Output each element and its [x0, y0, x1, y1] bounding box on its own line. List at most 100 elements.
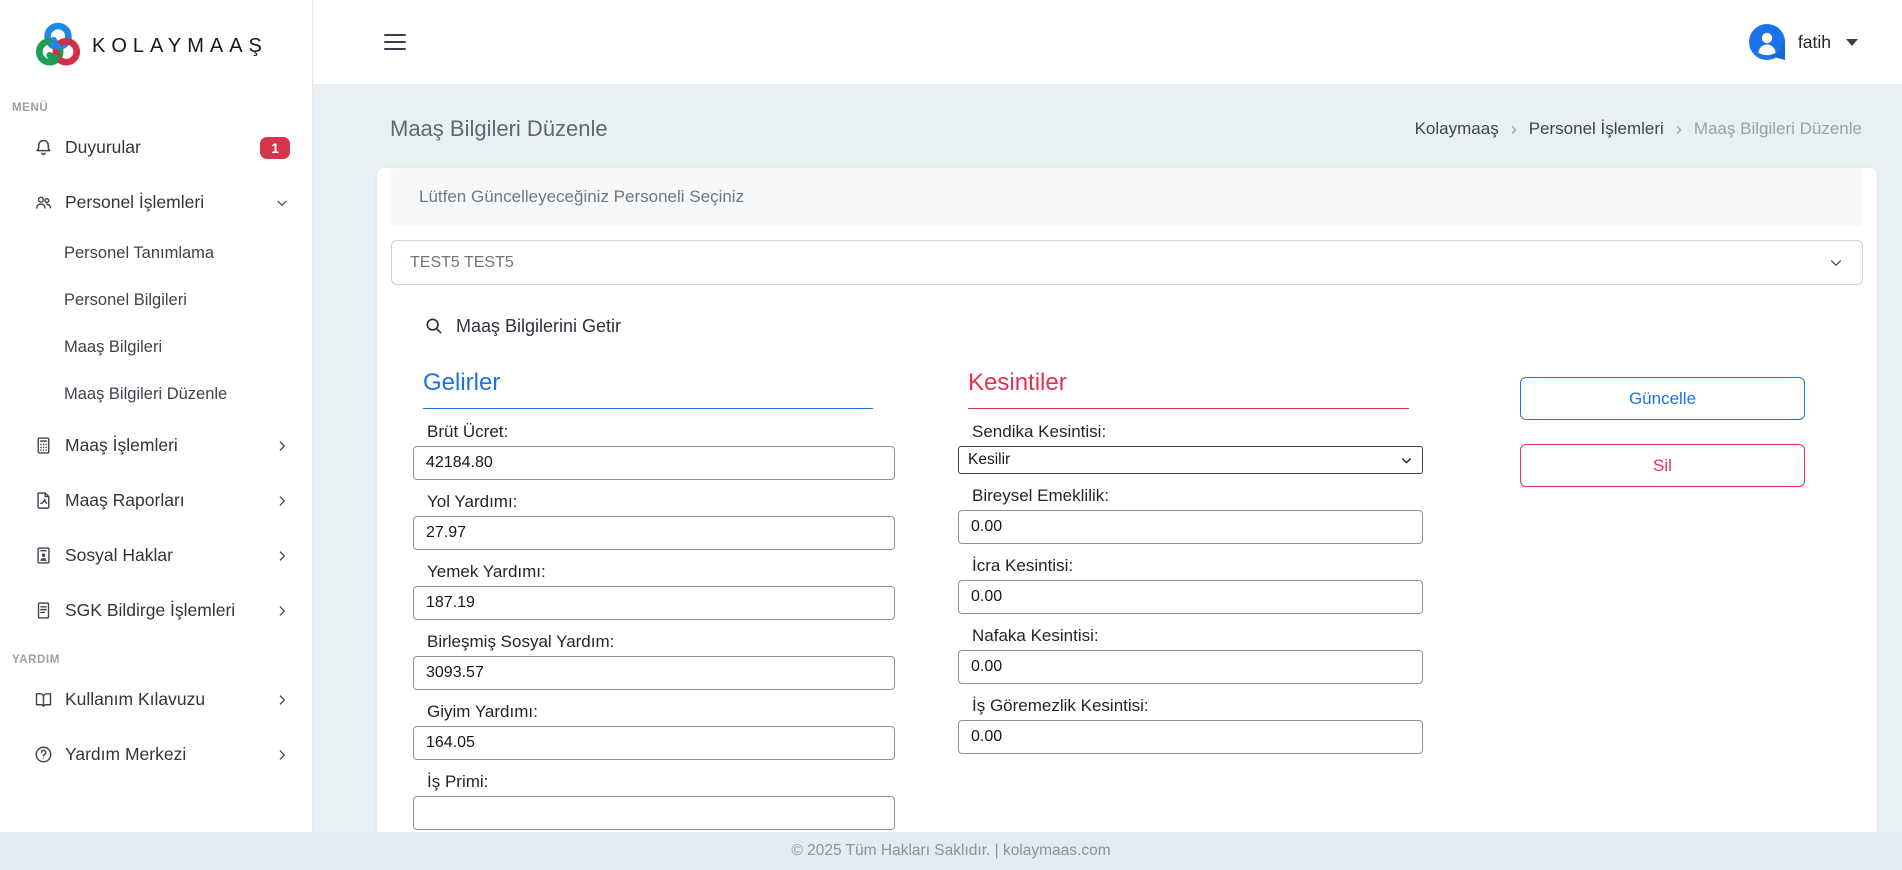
field-bireysel-emeklilik: Bireysel Emeklilik: [958, 486, 1423, 544]
sendika-kesintisi-value: Kesilir [968, 451, 1011, 468]
search-icon [423, 315, 445, 337]
breadcrumb: Kolaymaaş › Personel İşlemleri › Maaş Bi… [1415, 119, 1862, 140]
breadcrumb-current: Maaş Bilgileri Düzenle [1693, 119, 1862, 138]
chevron-right-icon [274, 747, 290, 763]
page-title: Maaş Bilgileri Düzenle [390, 116, 608, 141]
fetch-salary-link[interactable]: Maaş Bilgilerini Getir [423, 315, 621, 337]
chevron-right-icon [274, 438, 290, 454]
field-label: Giyim Yardımı: [427, 702, 538, 721]
field-birlesmis-sosyal-yardim: Birleşmiş Sosyal Yardım: [413, 632, 895, 690]
yol-yardimi-input[interactable] [413, 516, 895, 550]
field-sendika-kesintisi: Sendika Kesintisi: Kesilir [958, 422, 1423, 474]
field-label: İş Göremezlik Kesintisi: [972, 696, 1149, 715]
chevron-down-icon [1400, 454, 1413, 467]
sidebar-item-sosyal-haklar[interactable]: Sosyal Haklar [0, 528, 312, 583]
footer: © 2025 Tüm Hakları Saklıdır. | kolaymaas… [0, 832, 1902, 870]
field-label: Birleşmiş Sosyal Yardım: [427, 632, 615, 651]
field-nafaka-kesintisi: Nafaka Kesintisi: [958, 626, 1423, 684]
hamburger-menu-icon[interactable] [384, 33, 406, 51]
field-giyim-yardimi: Giyim Yardımı: [413, 702, 895, 760]
caret-down-icon [1846, 38, 1858, 46]
person-badge-icon [33, 545, 54, 566]
sidebar-item-sgk-bildirge[interactable]: SGK Bildirge İşlemleri [0, 583, 312, 638]
kolaymaas-knot-icon [30, 18, 86, 74]
field-label: Yol Yardımı: [427, 492, 518, 511]
sidebar-item-label: SGK Bildirge İşlemleri [65, 600, 236, 620]
nafaka-kesintisi-input[interactable] [958, 650, 1423, 684]
brand-logo[interactable]: KOLAYMAAŞ [0, 0, 312, 74]
sidebar-item-kullanim-kilavuzu[interactable]: Kullanım Kılavuzu [0, 672, 312, 727]
sidebar-subitem-personel-bilgileri[interactable]: Personel Bilgileri [64, 291, 187, 309]
bell-icon [33, 137, 54, 158]
card-header-text: Lütfen Güncelleyeceğiniz Personeli Seçin… [391, 168, 1863, 226]
field-label: Bireysel Emeklilik: [972, 486, 1109, 505]
giyim-yardimi-input[interactable] [413, 726, 895, 760]
pdf-file-icon [33, 490, 54, 511]
incomes-title: Gelirler [423, 369, 873, 409]
breadcrumb-separator-icon: › [1675, 118, 1682, 139]
sidebar: KOLAYMAAŞ MENÜ Duyurular 1 Personel İşle… [0, 0, 313, 870]
document-lines-icon [33, 600, 54, 621]
yemek-yardimi-input[interactable] [413, 586, 895, 620]
breadcrumb-personel-islemleri[interactable]: Personel İşlemleri [1528, 119, 1664, 138]
chevron-right-icon [274, 493, 290, 509]
edit-salary-card: Lütfen Güncelleyeceğiniz Personeli Seçin… [377, 168, 1877, 868]
sidebar-subitem-maas-bilgileri-duzenle[interactable]: Maaş Bilgileri Düzenle [64, 385, 228, 403]
sidebar-item-duyurular[interactable]: Duyurular 1 [0, 120, 312, 175]
chevron-right-icon [274, 603, 290, 619]
chevron-right-icon [274, 548, 290, 564]
user-menu[interactable]: fatih [1748, 24, 1858, 60]
personnel-select[interactable]: TEST5 TEST5 [391, 240, 1863, 285]
update-button[interactable]: Güncelle [1520, 377, 1805, 420]
sidebar-section-help: YARDIM [12, 654, 60, 666]
sidebar-item-label: Maaş İşlemleri [65, 435, 178, 455]
sidebar-item-label: Kullanım Kılavuzu [65, 689, 206, 709]
field-yemek-yardimi: Yemek Yardımı: [413, 562, 895, 620]
field-brut-ucret: Brüt Ücret: [413, 422, 895, 480]
sidebar-item-label: Sosyal Haklar [65, 545, 173, 565]
calculator-icon [33, 435, 54, 456]
sidebar-item-maas-raporlari[interactable]: Maaş Raporları [0, 473, 312, 528]
field-icra-kesintisi: İcra Kesintisi: [958, 556, 1423, 614]
icra-kesintisi-input[interactable] [958, 580, 1423, 614]
breadcrumb-home[interactable]: Kolaymaaş [1414, 119, 1499, 138]
sidebar-section-menu: MENÜ [12, 102, 49, 114]
topbar: fatih [313, 0, 1902, 84]
birlesmis-sosyal-yardim-input[interactable] [413, 656, 895, 690]
brut-ucret-input[interactable] [413, 446, 895, 480]
actions-column: Güncelle Sil [1520, 369, 1805, 842]
footer-text: © 2025 Tüm Hakları Saklıdır. | kolaymaas… [791, 842, 1111, 859]
is-goremezlik-kesintisi-input[interactable] [958, 720, 1423, 754]
avatar [1748, 24, 1785, 60]
delete-button[interactable]: Sil [1520, 444, 1805, 487]
field-label: İş Primi: [427, 772, 489, 791]
bireysel-emeklilik-input[interactable] [958, 510, 1423, 544]
sidebar-item-label: Duyurular [65, 137, 141, 157]
sidebar-item-label: Maaş Raporları [65, 490, 185, 510]
question-circle-icon [33, 744, 54, 765]
personnel-select-value: TEST5 TEST5 [410, 253, 514, 271]
chevron-down-icon [1828, 255, 1844, 271]
user-name: fatih [1797, 31, 1831, 52]
sendika-kesintisi-select[interactable]: Kesilir [958, 446, 1423, 474]
sidebar-item-label: Personel İşlemleri [65, 192, 205, 212]
field-is-primi: İş Primi: [413, 772, 895, 830]
book-open-icon [33, 689, 54, 710]
sidebar-item-yardim-merkezi[interactable]: Yardım Merkezi [0, 727, 312, 782]
sidebar-item-personel-islemleri[interactable]: Personel İşlemleri [0, 175, 312, 230]
main-content: Maaş Bilgileri Düzenle Kolaymaaş › Perso… [313, 84, 1902, 870]
is-primi-input[interactable] [413, 796, 895, 830]
breadcrumb-separator-icon: › [1510, 118, 1517, 139]
field-label: Nafaka Kesintisi: [972, 626, 1099, 645]
sidebar-item-maas-islemleri[interactable]: Maaş İşlemleri [0, 418, 312, 473]
deductions-column: Kesintiler Sendika Kesintisi: Kesilir Bi… [958, 369, 1423, 842]
sidebar-item-label: Yardım Merkezi [65, 744, 187, 764]
sidebar-subitem-personel-tanimlama[interactable]: Personel Tanımlama [64, 244, 215, 262]
incomes-column: Gelirler Brüt Ücret: Yol Yardımı: Yemek … [413, 369, 895, 842]
sidebar-subitem-maas-bilgileri[interactable]: Maaş Bilgileri [64, 338, 163, 356]
chevron-down-icon [274, 195, 290, 211]
field-label: Brüt Ücret: [427, 422, 509, 441]
field-is-goremezlik-kesintisi: İş Göremezlik Kesintisi: [958, 696, 1423, 754]
deductions-title: Kesintiler [968, 369, 1409, 409]
fetch-salary-label: Maaş Bilgilerini Getir [456, 315, 622, 336]
